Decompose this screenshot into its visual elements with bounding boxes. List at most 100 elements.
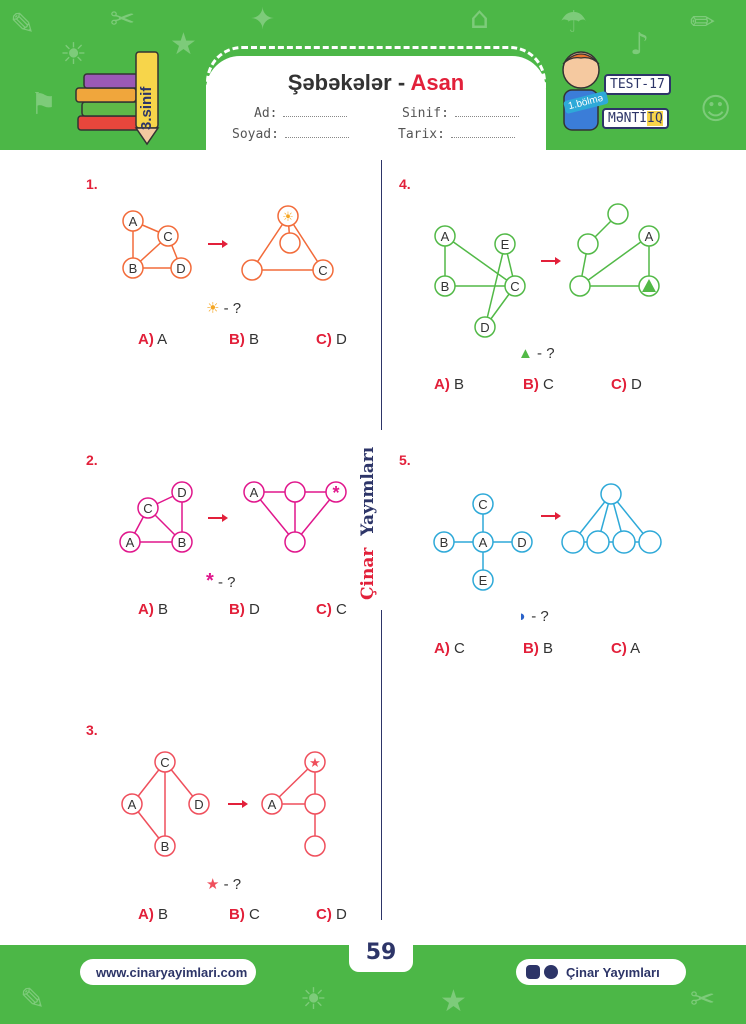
option-text: D	[336, 331, 347, 348]
right-graph-nodes	[261, 751, 326, 857]
node-label: C	[163, 229, 172, 244]
field-line	[450, 127, 515, 138]
node-label: C	[143, 501, 152, 516]
option-text: B	[158, 906, 169, 923]
option-letter: B)	[523, 376, 539, 393]
option-c[interactable]: C) D	[316, 906, 347, 923]
option-c[interactable]: C) D	[611, 376, 642, 393]
node-label: B	[440, 535, 449, 550]
node-label: B	[178, 535, 187, 550]
instagram-icon	[526, 965, 540, 979]
option-a[interactable]: A) B	[434, 376, 464, 393]
left-graph-nodes	[122, 210, 192, 279]
doodle-icon: ✦	[250, 2, 276, 37]
question-1-diagram: A C B D ☀ C	[122, 205, 334, 281]
node-label: A	[645, 229, 654, 244]
doodle-icon: ☀	[60, 37, 87, 72]
question-prompt: ☀ - ?	[206, 299, 241, 317]
left-graph-edges	[129, 491, 183, 543]
node-label: D	[176, 261, 185, 276]
option-letter: C)	[316, 601, 332, 618]
question-4-diagram: A E B C D A	[434, 203, 660, 338]
question-prompt: * - ?	[206, 570, 235, 593]
doodle-icon: ✎	[20, 982, 46, 1017]
subject-label-part1: MƏNTİ	[608, 111, 648, 126]
triangle-icon: ▲	[518, 345, 533, 362]
option-b[interactable]: B) D	[229, 601, 260, 618]
grade-label: 3.sinif	[138, 86, 155, 130]
triangle-icon	[642, 279, 656, 292]
option-letter: A)	[138, 601, 154, 618]
option-text: D	[249, 601, 260, 618]
option-a[interactable]: A) C	[434, 640, 465, 657]
left-graph-nodes	[119, 481, 193, 553]
option-letter: B)	[229, 601, 245, 618]
option-a[interactable]: A) B	[138, 906, 168, 923]
option-letter: C)	[611, 376, 627, 393]
doodle-icon: ☺	[700, 92, 732, 127]
option-text: D	[631, 376, 642, 393]
option-c[interactable]: C) D	[316, 331, 347, 348]
sun-icon: ☀	[282, 209, 294, 224]
surname-field[interactable]: Soyad:	[232, 127, 349, 142]
option-a[interactable]: A) A	[138, 331, 167, 348]
option-c[interactable]: C) C	[316, 601, 347, 618]
class-field[interactable]: Sinif:	[402, 106, 519, 121]
doodle-icon: ✎	[10, 7, 36, 42]
node-label: B	[129, 261, 138, 276]
option-text: C	[543, 376, 554, 393]
doodle-icon: ★	[440, 984, 467, 1019]
page-number-tab	[349, 932, 413, 972]
doodle-icon: ★	[170, 27, 197, 62]
option-text: C	[249, 906, 260, 923]
doodle-icon: ☀	[300, 982, 327, 1017]
social-link[interactable]: Çinar Yayımları	[516, 959, 686, 985]
node-label: D	[517, 535, 526, 550]
option-b[interactable]: B) C	[229, 906, 260, 923]
divider-gap	[368, 430, 394, 610]
option-letter: B)	[229, 331, 245, 348]
header-dashed-border	[206, 46, 546, 106]
question-prompt: ▲ - ?	[518, 345, 555, 362]
book-red	[77, 115, 141, 131]
field-label: Tarix:	[398, 127, 445, 142]
title-main: Şəbəkələr -	[287, 70, 411, 95]
prompt-text: - ?	[223, 300, 242, 317]
doodle-icon: ☂	[560, 5, 587, 40]
option-letter: B)	[523, 640, 539, 657]
arrow-icon	[541, 512, 561, 520]
doodle-icon: ♪	[630, 27, 650, 62]
field-line	[283, 106, 348, 117]
option-b[interactable]: B) C	[523, 376, 554, 393]
node-label: A	[129, 214, 138, 229]
option-text: C	[336, 601, 347, 618]
date-field[interactable]: Tarix:	[398, 127, 515, 142]
option-text: B	[249, 331, 260, 348]
option-b[interactable]: B) B	[229, 331, 259, 348]
node-label: C	[510, 279, 519, 294]
option-text: B	[543, 640, 554, 657]
option-text: B	[454, 376, 465, 393]
node-label: E	[501, 237, 510, 252]
website-link[interactable]: www.cinaryayimlari.com	[80, 959, 256, 985]
option-text: A	[157, 331, 168, 348]
option-letter: C)	[316, 906, 332, 923]
option-letter: A)	[138, 906, 154, 923]
option-b[interactable]: B) B	[523, 640, 553, 657]
node-label: D	[194, 797, 203, 812]
name-field[interactable]: Ad:	[254, 106, 348, 121]
prompt-text: - ?	[537, 345, 555, 362]
prompt-text: - ?	[223, 876, 242, 893]
node-label: A	[126, 535, 135, 550]
question-number: 1.	[86, 176, 98, 192]
option-a[interactable]: A) B	[138, 601, 168, 618]
node-label: A	[268, 797, 277, 812]
question-prompt: ◗ - ?	[518, 608, 549, 625]
page-title: Şəbəkələr - Asan	[206, 70, 546, 96]
option-c[interactable]: C) A	[611, 640, 640, 657]
sun-icon: ☀	[206, 300, 220, 317]
prompt-text: - ?	[531, 608, 549, 625]
boy-hair	[562, 53, 600, 65]
field-label: Ad:	[254, 106, 278, 121]
doodle-icon: ✂	[110, 2, 136, 37]
